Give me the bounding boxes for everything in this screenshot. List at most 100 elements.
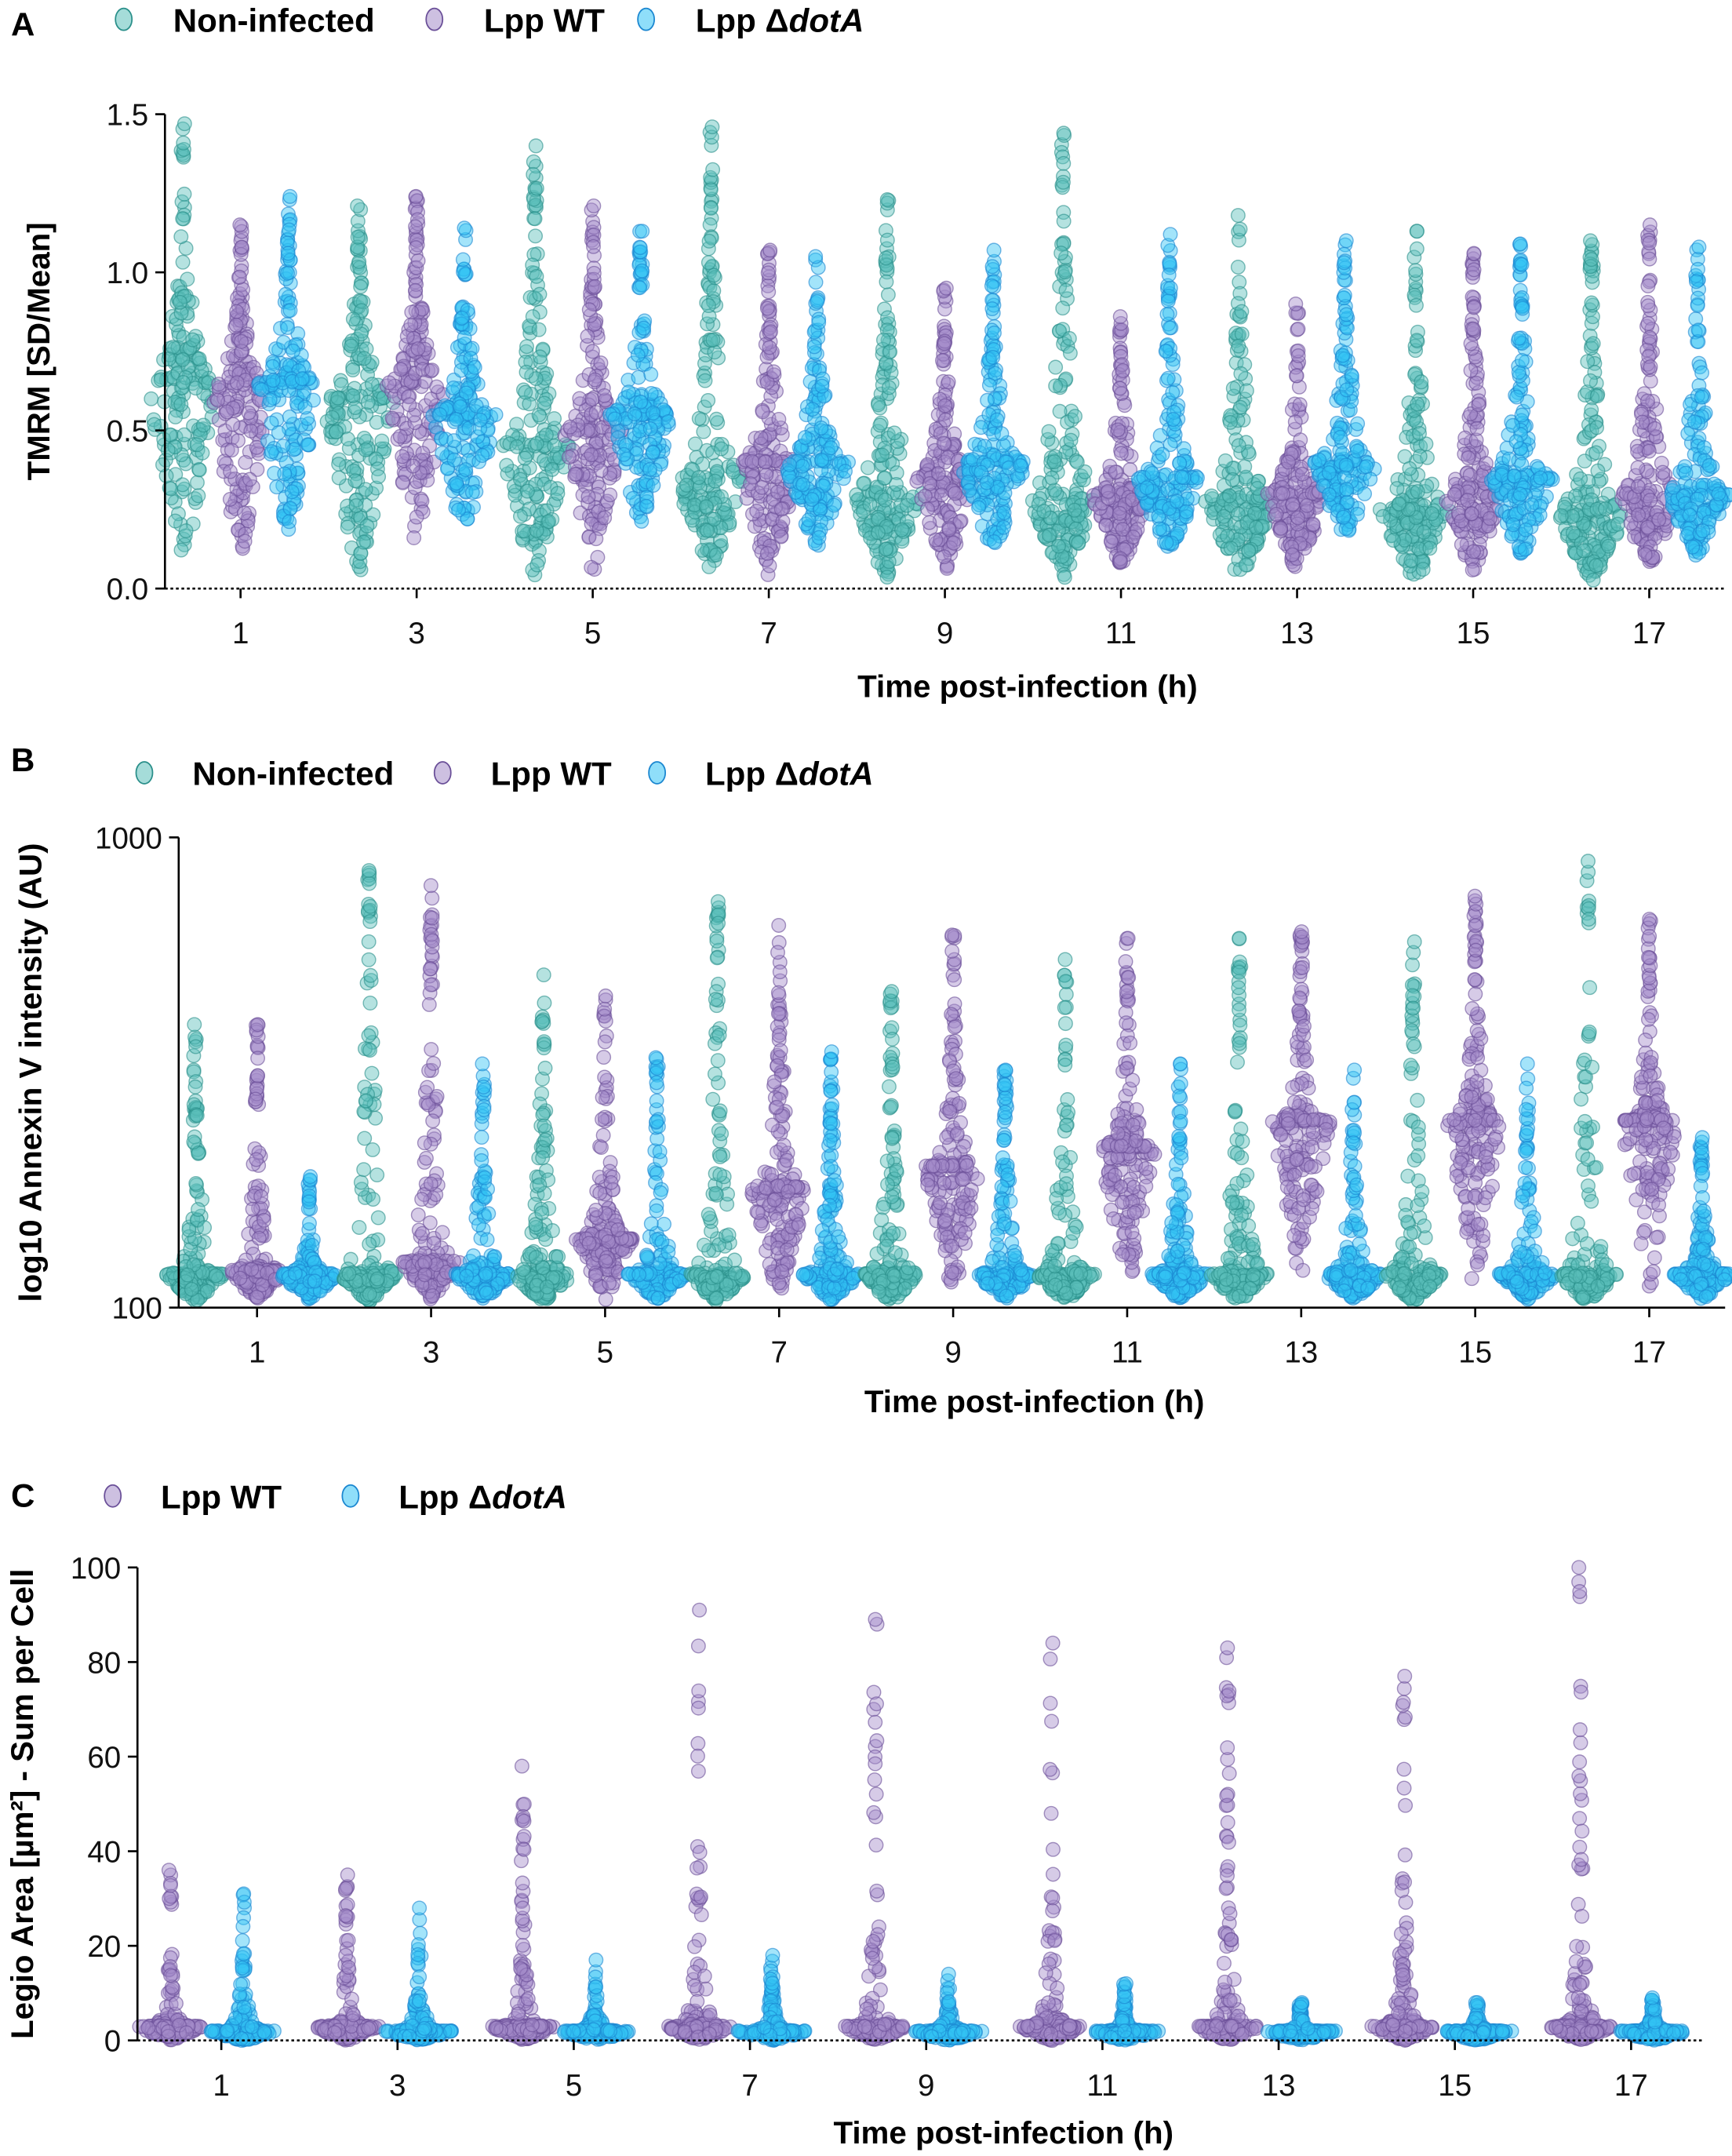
data-point — [679, 477, 694, 493]
data-point — [333, 377, 349, 392]
data-point — [1056, 213, 1072, 229]
data-point — [1178, 504, 1194, 519]
data-point — [282, 409, 297, 424]
data-point — [705, 162, 721, 177]
data-point — [1588, 558, 1604, 574]
data-point — [1239, 383, 1254, 399]
data-point — [526, 166, 541, 182]
data-point — [773, 501, 789, 517]
data-point — [1115, 522, 1130, 537]
data-point — [528, 228, 544, 244]
data-point — [759, 467, 774, 483]
data-point — [406, 530, 422, 545]
data-point — [981, 377, 997, 393]
data-point — [280, 265, 296, 281]
data-point — [1647, 421, 1662, 436]
legend-label: Lpp WT — [491, 756, 612, 792]
data-point — [1585, 572, 1601, 588]
data-point — [882, 344, 898, 359]
data-point — [714, 441, 729, 457]
data-point — [826, 497, 842, 513]
data-point — [238, 454, 253, 470]
data-point — [1610, 516, 1626, 532]
data-point — [408, 282, 424, 298]
data-point — [1294, 466, 1310, 482]
data-point — [182, 341, 198, 355]
data-point — [744, 453, 760, 469]
legend-label-text: Non-infected — [192, 756, 394, 792]
data-point — [1461, 450, 1476, 465]
data-point — [222, 491, 238, 507]
data-point — [1052, 403, 1068, 419]
data-point — [224, 442, 239, 458]
data-point — [282, 188, 298, 204]
data-point — [219, 404, 235, 420]
data-point — [1482, 511, 1497, 526]
data-point — [210, 392, 226, 408]
point-group — [909, 280, 981, 576]
data-point — [169, 311, 184, 326]
data-point — [762, 340, 777, 355]
data-point — [532, 286, 548, 302]
data-point — [451, 502, 467, 518]
data-point — [1285, 547, 1301, 563]
data-point — [770, 484, 785, 500]
data-point — [766, 364, 781, 380]
data-point — [163, 481, 179, 497]
data-point — [586, 198, 602, 213]
data-point — [580, 329, 595, 344]
data-point — [162, 427, 178, 442]
data-point — [168, 409, 184, 424]
data-point — [1583, 233, 1598, 249]
data-point — [1339, 482, 1355, 497]
data-point — [1290, 510, 1306, 526]
legend-label-text: Lpp Δ — [696, 2, 789, 38]
data-point — [1056, 155, 1072, 171]
data-point — [708, 473, 723, 489]
data-point — [894, 522, 910, 537]
data-point — [909, 474, 925, 489]
data-point — [1655, 464, 1671, 480]
data-point — [879, 250, 894, 266]
data-point — [188, 381, 204, 396]
data-point — [1410, 396, 1425, 412]
data-point — [938, 412, 953, 428]
data-point — [167, 513, 183, 529]
data-point — [1338, 457, 1354, 473]
data-point — [588, 405, 604, 421]
data-point — [871, 397, 886, 413]
data-point — [634, 513, 650, 529]
data-point — [691, 470, 707, 486]
data-point — [862, 497, 878, 512]
data-point — [1642, 235, 1657, 251]
data-point — [984, 301, 1000, 317]
data-point — [879, 274, 894, 290]
data-point — [1234, 304, 1250, 319]
data-point — [875, 447, 890, 463]
data-point — [632, 280, 648, 296]
data-point — [1463, 336, 1479, 351]
data-point — [1289, 368, 1304, 384]
data-point — [1117, 398, 1133, 413]
data-point — [1069, 454, 1085, 470]
data-point — [234, 239, 249, 255]
data-point — [1103, 534, 1119, 549]
data-point — [642, 421, 658, 436]
data-point — [762, 242, 778, 258]
data-point — [1112, 381, 1128, 396]
data-point — [1225, 381, 1241, 396]
x-tick-label: 1 — [232, 617, 249, 650]
data-point — [1505, 417, 1520, 433]
data-point — [191, 351, 207, 366]
data-point — [989, 412, 1005, 428]
point-group — [159, 1017, 231, 1309]
data-point — [1224, 472, 1240, 487]
data-point — [687, 436, 703, 452]
data-point — [1113, 554, 1129, 570]
data-point — [567, 467, 583, 482]
data-point — [176, 330, 191, 345]
data-point — [402, 397, 417, 413]
point-group — [557, 198, 630, 577]
data-point — [196, 386, 211, 401]
data-point — [795, 458, 810, 474]
